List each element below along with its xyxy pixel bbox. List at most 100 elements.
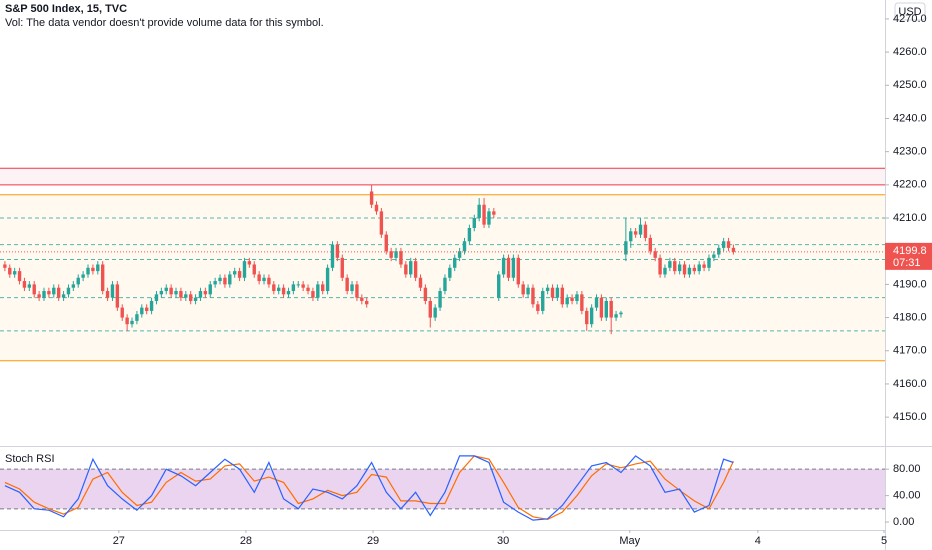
candle-body [66,287,71,295]
candle-body [286,291,291,295]
candle-body [311,291,315,298]
candle-body [423,287,428,301]
candle-body [526,287,530,295]
candle-body [682,264,687,275]
candle-body [42,291,46,298]
candle-body [668,261,672,268]
candle-body [506,257,511,278]
candle-body [223,277,227,285]
candle-body [164,287,168,292]
candle-body [27,284,32,288]
candle-body [301,284,305,288]
candle-body [115,284,120,308]
candle-body [389,251,393,258]
y-tick-label: 4150.0 [893,411,927,423]
candle-body [179,291,183,298]
candle-body [262,277,266,282]
candle-body [159,291,164,295]
candle-body [614,314,618,318]
candle-body [609,300,613,318]
candle-body [12,271,17,275]
candle-body [726,241,731,248]
candle-body [242,261,247,278]
candle-body [472,218,476,228]
y-tick-label: 4210.0 [893,212,927,224]
candle-body [296,284,300,286]
indicator-line [4,455,734,521]
candle-body [120,307,124,318]
x-tick-label: 27 [113,535,125,547]
candle-body [184,294,188,298]
candle-body [501,257,506,275]
x-tick-label: 29 [367,535,379,547]
y-tick-label: 4270.0 [893,13,927,25]
candle-body [330,244,335,268]
x-tick-label: 30 [497,535,509,547]
y-tick-label: 4190.0 [893,278,927,290]
x-tick-label: 5 [881,535,887,547]
candle-body [203,291,208,295]
candle-body [149,300,154,311]
candle-body [96,264,100,272]
candle-body [702,264,706,268]
candle-body [237,271,242,278]
candle-body [360,297,364,301]
candle-body [492,211,496,215]
candle-body [22,281,27,288]
candle-body [321,284,325,292]
candle-body [144,307,149,311]
candle-body [228,274,232,285]
candle-body [374,204,379,212]
zone [0,168,885,185]
x-tick-label: 28 [240,535,252,547]
candle-body [721,241,726,248]
candle-body [198,291,203,298]
y-tick-label: 4240.0 [893,112,927,124]
y-tick-label: 0.00 [893,516,914,528]
candle-body [105,291,110,298]
candle-body [697,264,701,272]
candle-body [599,297,604,318]
candle-body [277,287,281,292]
candle-body [585,310,589,325]
candle-body [707,257,711,268]
candle-body [428,300,432,318]
candle-body [521,284,525,295]
candle-body [536,304,540,311]
candle-body [418,277,423,288]
y-tick-label: 4250.0 [893,79,927,91]
candle-body [409,261,413,275]
candle-body [629,231,633,242]
currency-box[interactable] [894,2,926,21]
candle-body [462,241,467,252]
candle-body [247,261,252,265]
y-tick-label: 4170.0 [893,345,927,357]
candle-body [555,287,560,298]
candle-body [624,241,628,255]
y-tick-label: 4260.0 [893,46,927,58]
candle-body [687,267,692,275]
candle-body [487,211,491,225]
candle-body [638,224,643,235]
candle-body [604,300,608,318]
candle-body [516,257,520,285]
candle-body [453,257,457,268]
y-tick-label: 80.00 [893,463,921,475]
candle-body [100,264,105,292]
candle-body [355,284,359,298]
candle-body [267,277,271,285]
candle-body [594,297,599,308]
candle-body [643,224,648,238]
chart-title: S&P 500 Index, 15, TVC [5,3,127,15]
indicator-title: Stoch RSI [5,453,55,465]
candle-body [213,281,217,285]
candle-body [71,284,76,288]
candle-body [76,277,80,285]
band-fill [0,469,885,509]
candle-body [570,297,574,301]
candle-body [731,247,736,252]
indicator-line [4,455,734,521]
candle-body [717,247,721,255]
candle-body [3,264,7,268]
